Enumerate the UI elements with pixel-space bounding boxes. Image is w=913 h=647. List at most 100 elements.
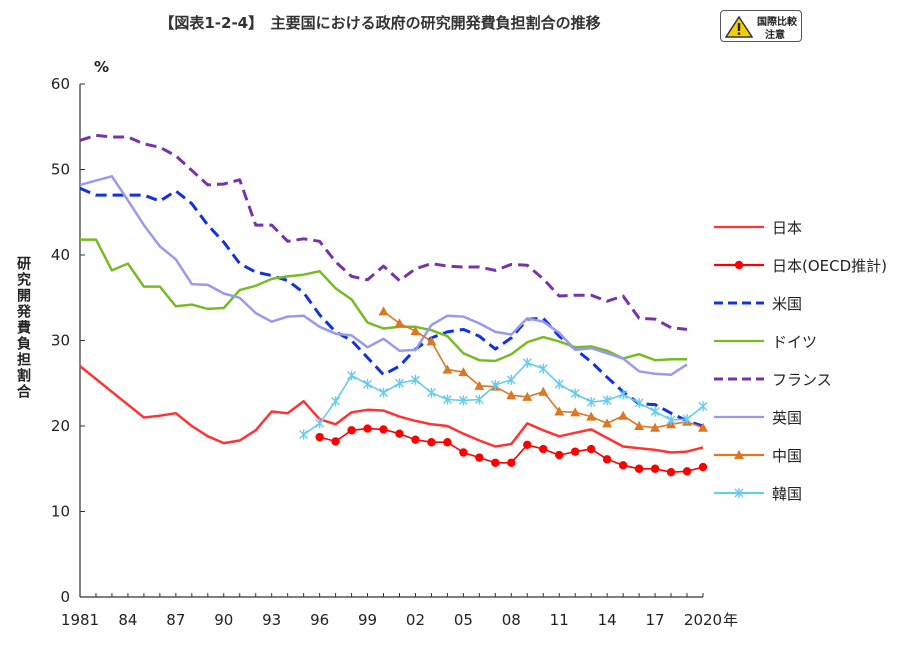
x-tick-label: 08 <box>502 611 521 629</box>
data-point-circle <box>331 437 340 446</box>
data-point-triangle <box>650 422 661 432</box>
legend-label: 日本 <box>772 219 802 237</box>
data-point-circle <box>555 450 564 460</box>
legend-label: ドイツ <box>772 333 817 351</box>
data-point-circle <box>347 426 356 435</box>
x-unit-label: 年 <box>723 611 738 629</box>
y-tick-label: 60 <box>51 75 70 93</box>
data-point-circle <box>395 429 404 438</box>
data-point-x <box>618 389 628 400</box>
data-point-circle <box>734 260 744 270</box>
data-point-triangle <box>442 364 453 374</box>
x-tick-label: 1981 <box>61 611 99 629</box>
y-tick-label: 10 <box>51 503 70 521</box>
data-point-x <box>698 401 708 412</box>
data-point-circle <box>666 467 676 477</box>
data-point-triangle <box>426 336 437 346</box>
data-point-x <box>458 395 468 406</box>
data-point-circle <box>698 462 708 472</box>
data-point-triangle <box>618 410 629 420</box>
x-tick-label: 2020 <box>684 611 722 629</box>
data-point-triangle <box>394 318 405 328</box>
warning-triangle-icon <box>725 16 753 38</box>
data-point-x <box>554 379 564 390</box>
data-point-x <box>331 396 341 407</box>
x-tick-label: 17 <box>646 611 665 629</box>
y-axis-label: 研究開発費負担割合 <box>15 256 31 400</box>
data-point-circle <box>427 438 436 447</box>
data-point-x <box>506 374 516 385</box>
data-point-circle <box>363 424 372 433</box>
data-point-x <box>379 387 389 398</box>
y-tick-label: 0 <box>60 588 70 606</box>
data-point-x <box>602 395 612 406</box>
data-point-triangle <box>506 390 517 400</box>
series-line-2 <box>79 186 704 428</box>
legend-label: 日本(OECD推計) <box>772 257 887 275</box>
x-tick-label: 05 <box>454 611 473 629</box>
series-line-5 <box>79 175 688 376</box>
data-point-circle <box>682 467 692 476</box>
data-point-x <box>650 406 660 417</box>
x-tick-label: 87 <box>166 611 185 629</box>
x-tick-label: 90 <box>214 611 233 629</box>
series-line-7 <box>303 361 704 436</box>
badge-label-line1: 国際比較 <box>757 17 797 28</box>
data-point-x <box>570 388 580 399</box>
data-point-circle <box>443 438 452 447</box>
legend-label: 米国 <box>772 295 802 313</box>
data-point-circle <box>650 464 660 473</box>
data-point-circle <box>411 435 420 444</box>
data-point-circle <box>586 444 596 454</box>
data-point-x <box>474 394 484 405</box>
data-point-x <box>634 397 644 408</box>
x-tick-label: 84 <box>118 611 137 629</box>
data-point-triangle <box>698 422 708 432</box>
y-tick-label: 20 <box>51 417 70 435</box>
legend-label: 中国 <box>772 447 802 465</box>
data-point-x <box>426 387 436 398</box>
chart-title: 【図表1-2-4】 主要国における政府の研究開発費負担割合の推移 <box>159 14 601 32</box>
y-tick-label: 40 <box>51 246 70 264</box>
y-unit-label: % <box>94 58 109 76</box>
data-point-x <box>734 488 744 498</box>
data-point-triangle <box>554 406 565 416</box>
data-point-x <box>442 394 452 405</box>
data-point-circle <box>491 458 500 467</box>
data-point-x <box>682 414 692 425</box>
data-point-circle <box>618 461 628 470</box>
data-point-triangle <box>474 380 485 390</box>
series-line-0 <box>79 365 704 454</box>
data-point-circle <box>523 440 532 450</box>
data-point-triangle <box>458 367 469 377</box>
y-tick-label: 50 <box>51 161 70 179</box>
data-point-circle <box>507 458 516 467</box>
data-point-x <box>363 379 373 390</box>
data-point-circle <box>459 448 468 457</box>
series-line-4 <box>79 133 688 331</box>
data-point-x <box>666 415 676 426</box>
data-point-x <box>394 378 404 389</box>
x-tick-label: 96 <box>310 611 329 629</box>
data-point-triangle <box>410 326 421 336</box>
x-tick-label: 99 <box>358 611 377 629</box>
data-point-x <box>410 374 420 385</box>
x-tick-label: 11 <box>550 611 569 629</box>
data-point-triangle <box>586 411 597 421</box>
data-point-x <box>299 429 309 440</box>
data-point-triangle <box>522 391 533 401</box>
data-point-x <box>522 357 532 368</box>
x-tick-label: 93 <box>262 611 281 629</box>
data-point-x <box>490 379 500 390</box>
y-tick-label: 30 <box>51 332 70 350</box>
data-point-triangle <box>634 421 645 430</box>
x-tick-label: 14 <box>598 611 617 629</box>
data-point-x <box>315 418 325 429</box>
legend-label: 英国 <box>772 409 802 427</box>
data-point-triangle <box>378 306 389 316</box>
data-point-circle <box>379 425 388 434</box>
data-point-triangle <box>602 418 613 428</box>
data-point-triangle <box>538 386 549 396</box>
data-point-triangle <box>734 450 744 459</box>
